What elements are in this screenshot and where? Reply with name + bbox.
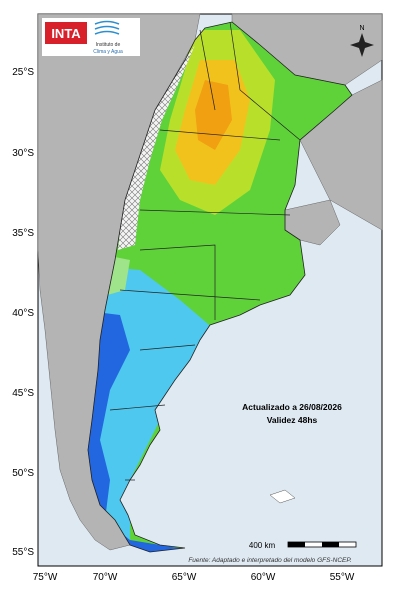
scale-bar-segment — [288, 542, 305, 547]
lat-label: 25°S — [12, 67, 34, 78]
no-data-area — [118, 45, 195, 250]
logo-box — [45, 22, 87, 44]
lat-label: 30°S — [12, 148, 34, 159]
zone-orange — [195, 80, 232, 150]
logo-institute-1: Instituto de — [96, 42, 121, 48]
malvinas-islands — [269, 489, 296, 504]
lat-label: 55°S — [12, 547, 34, 558]
lat-label: 40°S — [12, 308, 34, 319]
logo-brand: INTA — [51, 26, 81, 41]
north-arrow — [350, 33, 374, 57]
province-borders — [109, 21, 301, 481]
lon-labels: 75°W 70°W 65°W 60°W 55°W — [33, 572, 355, 583]
lat-labels: 25°S 30°S 35°S 40°S 45°S 50°S 55°S — [12, 67, 34, 558]
source-note: Fuente: Adaptado e interpretado del mode… — [188, 557, 352, 564]
scale-bar — [287, 541, 357, 548]
update-date: Actualizado a 26/08/2026 — [242, 402, 342, 412]
lat-label: 35°S — [12, 228, 34, 239]
lon-label: 60°W — [251, 572, 276, 583]
lon-label: 55°W — [330, 572, 355, 583]
lon-label: 70°W — [93, 572, 118, 583]
compass-label: N — [359, 25, 364, 32]
zone-blue — [88, 310, 190, 552]
lon-label: 65°W — [172, 572, 197, 583]
scale-bar-segment — [322, 542, 339, 547]
lat-label: 45°S — [12, 388, 34, 399]
validity: Validez 48hs — [267, 415, 318, 425]
logo-waves — [94, 20, 120, 35]
lon-label: 75°W — [33, 572, 58, 583]
lat-label: 50°S — [12, 468, 34, 479]
logo-institute-2: Clima y Agua — [93, 49, 123, 55]
scale-label: 400 km — [249, 541, 276, 550]
